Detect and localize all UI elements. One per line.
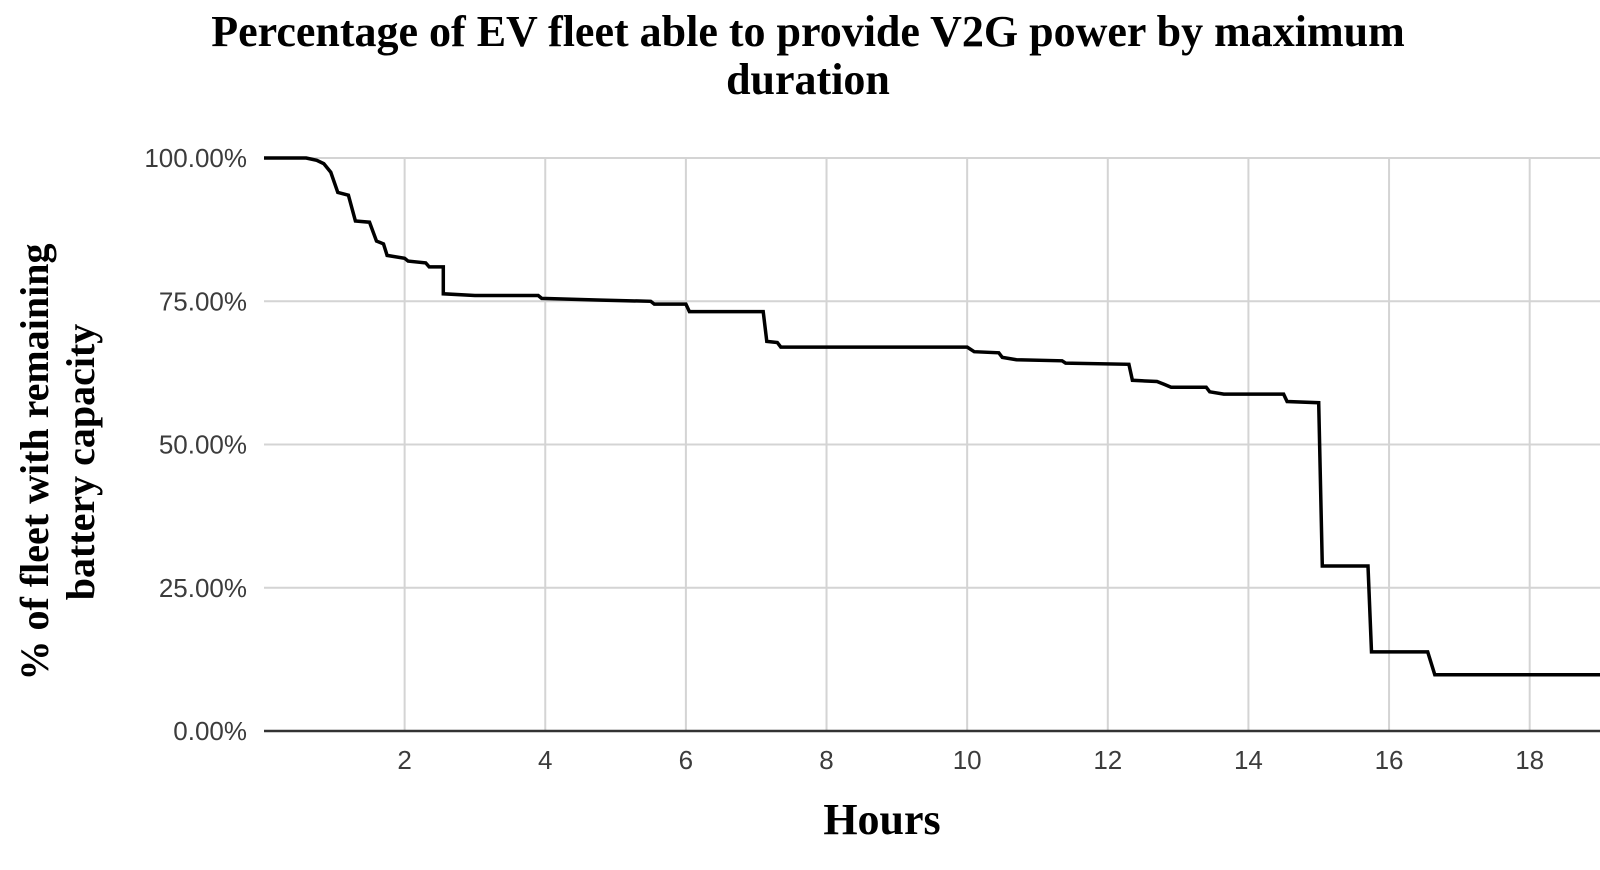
y-tick-label: 50.00%: [159, 430, 247, 460]
x-tick-label: 6: [679, 745, 693, 775]
x-tick-label: 18: [1515, 745, 1544, 775]
grid-lines: [264, 157, 1600, 731]
series-line: [264, 156, 1600, 677]
x-tick-label: 16: [1375, 745, 1404, 775]
chart-title-line-2: duration: [726, 55, 890, 104]
tick-labels: 0.00% 25.00% 50.00% 75.00% 100.00% 2 4 6 8 10 12 14…: [144, 143, 1544, 775]
y-tick-label: 0.00%: [173, 716, 247, 746]
x-axis-label: Hours: [823, 795, 941, 844]
x-tick-label: 14: [1234, 745, 1263, 775]
series-layer: [264, 156, 1600, 677]
x-tick-label: 4: [538, 745, 552, 775]
x-tick-label: 8: [819, 745, 833, 775]
x-tick-label: 12: [1093, 745, 1122, 775]
x-tick-label: 2: [397, 745, 411, 775]
y-tick-label: 75.00%: [159, 286, 247, 316]
y-tick-label: 100.00%: [144, 143, 247, 173]
y-tick-label: 25.00%: [159, 573, 247, 603]
chart-title: Percentage of EV fleet able to provide V…: [0, 8, 1600, 104]
chart-title-line-1: Percentage of EV fleet able to provide V…: [211, 7, 1405, 56]
x-tick-label: 10: [953, 745, 982, 775]
